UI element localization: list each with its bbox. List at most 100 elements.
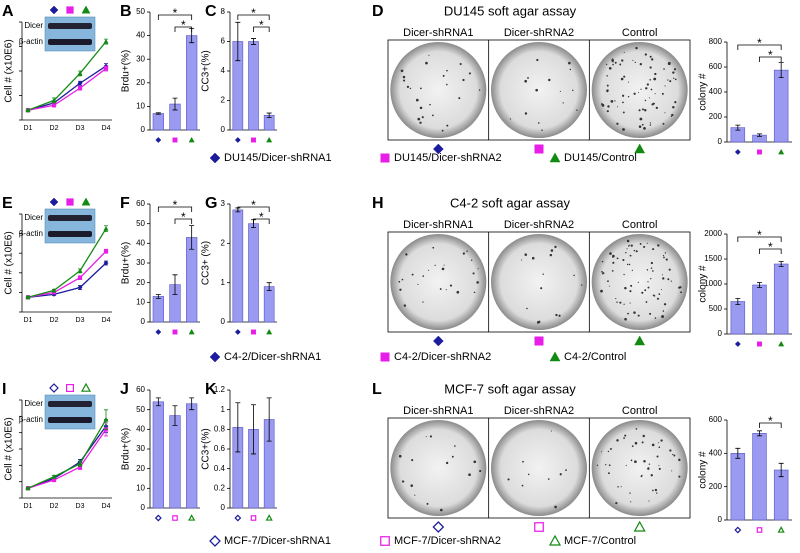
colony-dot [581,284,583,286]
error-bar [155,294,161,299]
colony-dot [622,128,625,131]
series-line [27,429,107,489]
y-tick-label: 60 [136,385,145,394]
colony-dot [663,303,667,306]
colony-dot [473,291,476,294]
bar [752,284,767,335]
colony-dot [428,54,430,56]
colony-dot [623,273,625,276]
colony-dot [479,469,482,473]
colony-dot [672,71,675,74]
well-marker [633,520,646,532]
colony-dot [664,85,666,87]
well-label: Dicer-shRNA2 [504,405,574,417]
colony-dot [655,106,658,109]
legend-marker [548,534,562,546]
y-tick-label: 8 [221,7,226,16]
colony-dot [601,103,604,106]
colony-dot [658,467,661,470]
category-marker [777,526,785,533]
well-marker [634,143,646,154]
colony-dot [611,270,614,272]
colony-dot [622,101,624,104]
x-tick-label: D4 [102,317,111,324]
colony-dot [608,464,611,467]
colony-dot [521,484,524,487]
colony-dot [611,58,614,62]
series-line [27,68,107,111]
series-line [27,228,107,298]
colony-dot [621,59,624,62]
well-marker [534,144,544,154]
legend-marker [380,536,390,546]
colony-dot [403,304,407,307]
colony-dot [639,242,642,245]
series-line [27,65,107,111]
category-marker [172,137,178,143]
colony-dot [648,463,651,465]
colony-dot [614,100,616,102]
colony-dot [642,434,645,438]
colony-dot [674,101,677,104]
blot-band [48,231,92,237]
category-marker [188,136,195,143]
colony-dot [468,473,471,477]
colony-dot [667,62,671,66]
colony-dot [620,486,622,488]
colony-dot [643,460,646,463]
category-marker [266,136,273,143]
colony-dot [648,500,650,502]
colony-dot [610,100,614,103]
y-tick-label: 20 [136,78,145,87]
colony-dot [650,278,652,280]
colony-dot [678,475,681,478]
significance-label: * [259,210,264,224]
significance-label: * [173,6,178,20]
colony-dot [643,245,646,249]
colony-dot [667,278,670,281]
panel-letter: I [2,381,6,398]
bar [152,113,164,131]
error-bar [778,462,784,478]
series-point [77,70,83,76]
y-axis-label: Cell # (x10E6) [4,39,15,102]
agar-well [591,420,688,516]
colony-dot [614,61,617,64]
significance-label: * [251,6,256,20]
error-bar [251,404,256,455]
colony-dot [674,78,677,81]
colony-dot [627,312,629,315]
series-line [27,262,107,298]
colony-dot [662,122,665,125]
colony-dot [607,472,610,475]
colony-dot [668,268,671,271]
colony-dot [542,273,544,275]
agar-well [390,234,487,330]
colony-dot [451,455,454,458]
colony-dot [401,480,405,483]
colony-dot [679,286,682,289]
colony-dot [601,260,604,263]
colony-dot [414,494,416,496]
y-tick-label: 30 [136,54,145,63]
colony-dot [671,470,673,472]
colony-dot [645,301,648,303]
colony-dot [650,267,653,269]
panel-letter: L [372,381,382,398]
y-tick-label: 10 [136,483,145,492]
colony-dot [402,75,406,79]
colony-dot [606,84,609,87]
blot-label: β-actin [19,37,43,46]
colony-dot [626,239,630,243]
bar [248,41,259,131]
well-marker [432,143,444,155]
colony-dot [507,478,510,481]
colony-dot [639,62,643,66]
well-marker [634,335,646,346]
colony-dot [612,58,614,60]
error-bar [155,397,161,407]
colony-dot [661,274,663,276]
colony-dot [658,446,661,449]
y-tick-label: 1500 [704,254,722,263]
colony-dot [449,284,453,287]
